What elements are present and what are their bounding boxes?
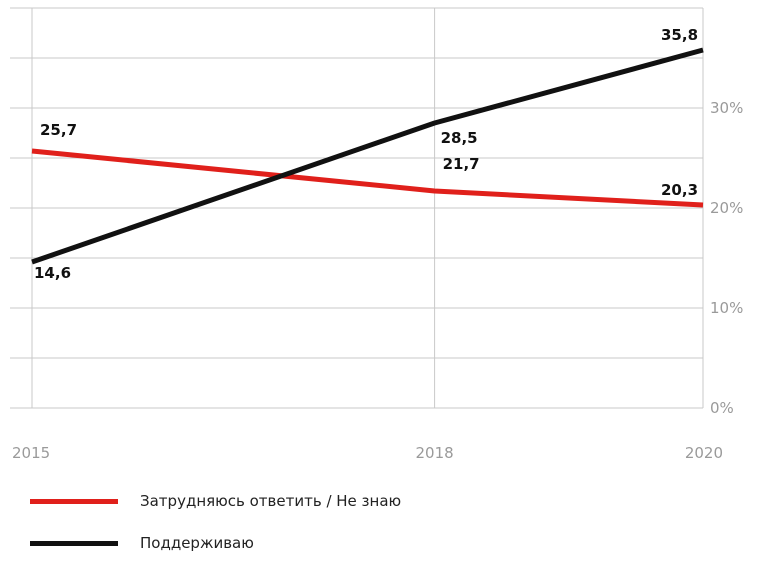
y-tick-label: 10% xyxy=(710,299,743,317)
legend: Затрудняюсь ответить / Не знаю Поддержив… xyxy=(30,490,401,574)
legend-label-dont-know: Затрудняюсь ответить / Не знаю xyxy=(140,492,402,510)
legend-item-dont-know: Затрудняюсь ответить / Не знаю xyxy=(30,490,401,512)
x-tick-label: 2015 xyxy=(12,444,50,462)
y-tick-label: 30% xyxy=(710,99,743,117)
y-tick-label: 0% xyxy=(710,399,734,417)
data-label: 21,7 xyxy=(443,155,480,173)
series-lines xyxy=(31,47,704,265)
axis-ticks: 2015 2018 2020 0% 10% 20% 30% xyxy=(12,99,743,462)
series-line-support xyxy=(31,47,704,265)
data-label: 25,7 xyxy=(40,121,77,139)
legend-item-support: Поддерживаю xyxy=(30,532,401,554)
legend-swatch-black xyxy=(30,540,118,546)
series-line-dont-know xyxy=(31,148,704,208)
data-labels: 25,7 21,7 20,3 14,6 28,5 35,8 xyxy=(34,26,698,282)
legend-label-support: Поддерживаю xyxy=(140,534,254,552)
x-tick-label: 2020 xyxy=(685,444,723,462)
x-tick-label: 2018 xyxy=(416,444,454,462)
data-label: 14,6 xyxy=(34,264,71,282)
line-chart: 2015 2018 2020 0% 10% 20% 30% 25,7 21,7 20,3 14,6… xyxy=(10,7,743,462)
y-tick-label: 20% xyxy=(710,199,743,217)
grid xyxy=(10,7,704,409)
data-label: 20,3 xyxy=(661,181,698,199)
data-label: 35,8 xyxy=(661,26,698,44)
legend-swatch-red xyxy=(30,498,118,504)
data-label: 28,5 xyxy=(441,129,478,147)
